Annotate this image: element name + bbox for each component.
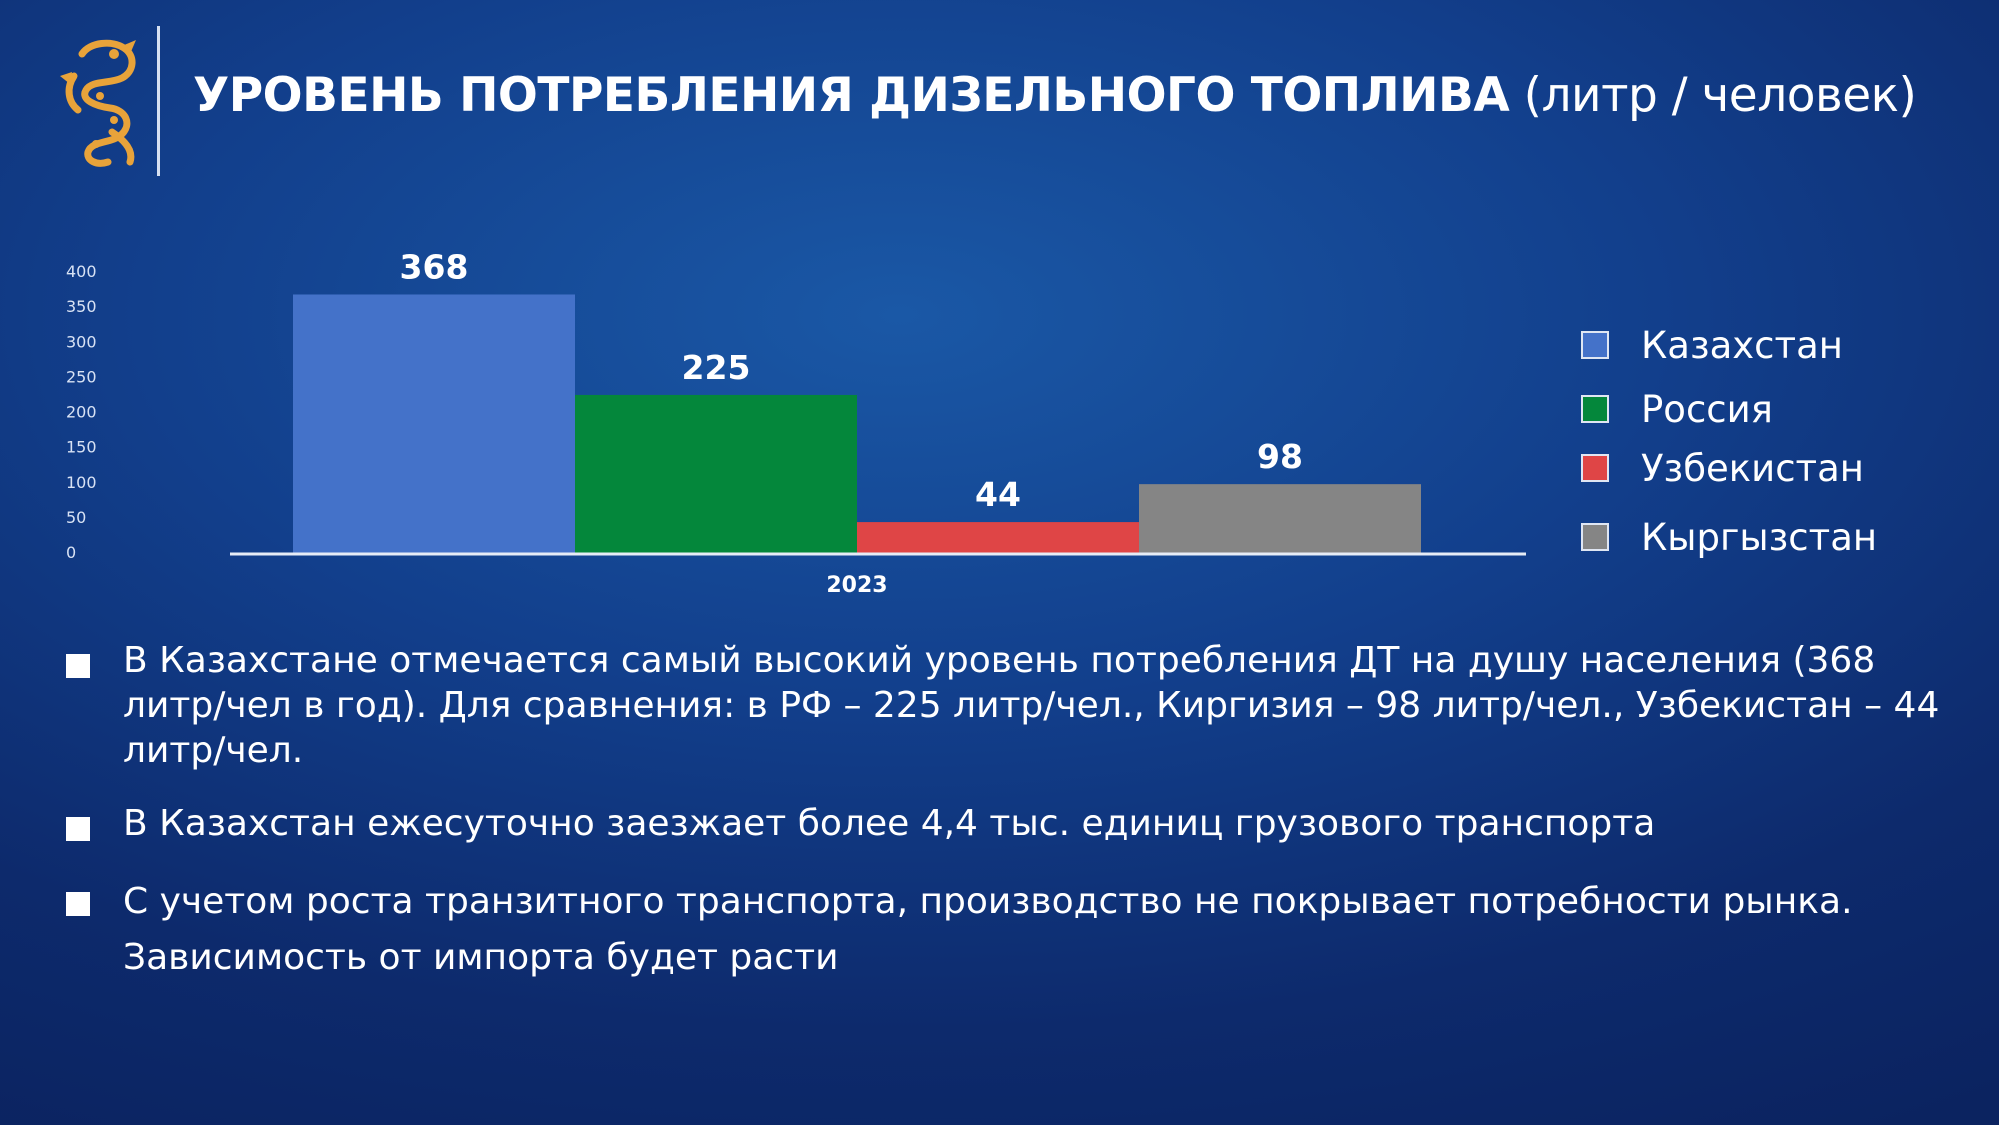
- bullet-item: С учетом роста транзитного транспорта, п…: [66, 874, 1946, 986]
- legend-swatch: [1581, 523, 1609, 551]
- square-bullet-icon: [66, 654, 90, 678]
- header-divider: [157, 26, 160, 176]
- legend-label: Россия: [1641, 388, 1773, 431]
- bullet-item: В Казахстане отмечается самый высокий ур…: [66, 638, 1946, 773]
- y-tick-label: 50: [66, 508, 86, 527]
- page-title: УРОВЕНЬ ПОТРЕБЛЕНИЯ ДИЗЕЛЬНОГО ТОПЛИВА (…: [193, 64, 1917, 128]
- square-bullet-icon: [66, 817, 90, 841]
- data-label: 98: [1257, 437, 1303, 476]
- bar-4: [1139, 484, 1421, 553]
- legend-label: Казахстан: [1641, 324, 1843, 367]
- y-tick-label: 100: [66, 473, 97, 492]
- legend-swatch: [1581, 395, 1609, 423]
- legend-swatch: [1581, 454, 1609, 482]
- legend-label: Узбекистан: [1641, 447, 1864, 490]
- data-label: 44: [975, 475, 1021, 514]
- title-unit: (литр / человек): [1523, 68, 1917, 123]
- bullet-text: В Казахстане отмечается самый высокий ур…: [123, 640, 1940, 771]
- bullet-item: В Казахстан ежесуточно заезжает более 4,…: [66, 801, 1946, 846]
- y-tick-label: 400: [66, 262, 97, 281]
- bar-3: [857, 522, 1139, 553]
- snow-leopard-logo-icon: [60, 39, 136, 167]
- square-bullet-icon: [66, 892, 90, 916]
- y-tick-label: 0: [66, 543, 76, 562]
- data-label: 368: [400, 247, 469, 286]
- y-tick-label: 300: [66, 332, 97, 351]
- bullet-list: В Казахстане отмечается самый высокий ур…: [66, 638, 1946, 986]
- bar-1: [293, 294, 575, 553]
- y-tick-label: 200: [66, 403, 97, 422]
- y-tick-label: 150: [66, 438, 97, 457]
- bullet-text: С учетом роста транзитного транспорта, п…: [123, 881, 1853, 978]
- bar-chart: 0 50 100 150 200 250 300 350 400 368 225 44 98 2023 Ка…: [66, 247, 1877, 598]
- y-tick-label: 250: [66, 367, 97, 386]
- x-tick-label: 2023: [826, 573, 887, 598]
- data-label: 225: [682, 348, 751, 387]
- legend-label: Кыргызстан: [1641, 516, 1877, 559]
- bullet-text: В Казахстан ежесуточно заезжает более 4,…: [123, 803, 1656, 844]
- bar-2: [575, 394, 857, 553]
- title-main: УРОВЕНЬ ПОТРЕБЛЕНИЯ ДИЗЕЛЬНОГО ТОПЛИВА: [193, 68, 1510, 123]
- legend-swatch: [1581, 331, 1609, 359]
- y-tick-label: 350: [66, 297, 97, 316]
